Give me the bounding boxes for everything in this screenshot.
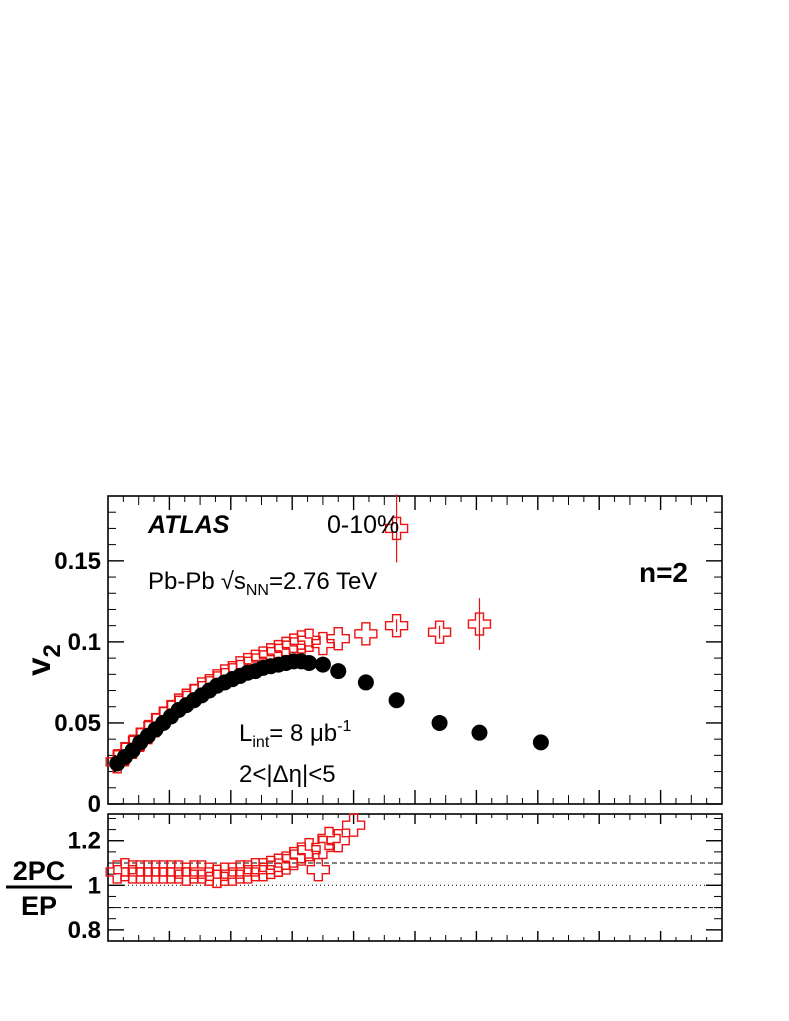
ratio-point bbox=[341, 813, 366, 837]
ratio-point bbox=[297, 837, 321, 862]
ratio-point bbox=[136, 860, 160, 884]
data-point-2pc bbox=[326, 626, 350, 651]
atlas-label: ATLAS bbox=[147, 511, 230, 539]
luminosity-label: Lint= 8 μb-1 bbox=[239, 718, 351, 751]
ratio-point bbox=[212, 862, 237, 886]
s-letter: s bbox=[234, 568, 246, 595]
data-point-ep bbox=[532, 734, 549, 751]
ratio-point bbox=[235, 860, 260, 884]
ratio-point bbox=[166, 860, 191, 884]
data-point-ep bbox=[388, 692, 405, 709]
top-axis-ticks: 0 0.05 0.1 0.15 bbox=[54, 495, 722, 818]
data-point-2pc bbox=[384, 516, 409, 541]
top-plot-frame bbox=[107, 495, 723, 805]
ratio-point bbox=[289, 842, 314, 866]
data-point-ep bbox=[314, 656, 331, 673]
ratio-point bbox=[282, 846, 306, 871]
ratio-point bbox=[174, 862, 198, 886]
system-prefix: Pb-Pb bbox=[148, 568, 215, 595]
ratio-point bbox=[228, 860, 252, 884]
data-point-2pc bbox=[384, 613, 409, 638]
ratio-point bbox=[113, 858, 137, 882]
data-point-2pc bbox=[354, 622, 378, 646]
data-point-2pc bbox=[467, 612, 492, 636]
lumi-value: = 8 μb bbox=[269, 720, 337, 747]
y-tick-label: 0.1 bbox=[68, 629, 101, 656]
data-point-ep bbox=[330, 663, 347, 680]
energy-suffix: =2.76 TeV bbox=[269, 568, 377, 595]
reference-lines bbox=[108, 862, 722, 909]
ratio-point bbox=[306, 858, 330, 882]
ratio-point bbox=[105, 860, 129, 884]
y-tick-label: 0 bbox=[88, 791, 101, 818]
ratio-point bbox=[120, 860, 145, 884]
sqrt-symbol: √ bbox=[221, 568, 235, 595]
data-point-2pc bbox=[289, 630, 314, 654]
lumi-exp: -1 bbox=[337, 718, 351, 735]
ratio-denominator-label: EP bbox=[21, 891, 57, 921]
centrality-label: 0-10% bbox=[327, 511, 399, 539]
y-tick-label: 1.2 bbox=[68, 828, 101, 855]
lumi-sub: int bbox=[252, 734, 269, 751]
bottom-data-series bbox=[105, 813, 366, 889]
top-data-series bbox=[105, 494, 549, 774]
ratio-point bbox=[143, 860, 168, 884]
bottom-axis-ticks: 0.8 1 1.2 bbox=[68, 814, 722, 944]
ratio-point bbox=[197, 862, 222, 886]
y-tick-label: 0.05 bbox=[54, 710, 101, 737]
data-point-ep bbox=[357, 674, 374, 691]
data-point-ep bbox=[471, 724, 488, 741]
ratio-point bbox=[159, 860, 183, 884]
svg-text:v2: v2 bbox=[20, 644, 66, 676]
ratio-point bbox=[243, 858, 268, 882]
ratio-point bbox=[151, 860, 175, 884]
y-tick-label: 1 bbox=[88, 872, 101, 899]
ratio-point bbox=[311, 835, 335, 860]
harmonic-label: n=2 bbox=[639, 557, 688, 588]
ratio-point bbox=[274, 851, 298, 875]
top-y-axis-label: v2 bbox=[20, 644, 66, 676]
lumi-L: L bbox=[239, 720, 252, 747]
s-subscript: NN bbox=[246, 582, 269, 599]
ratio-numerator-label: 2PC bbox=[13, 856, 66, 886]
y-tick-label: 0.8 bbox=[68, 917, 101, 944]
ratio-point bbox=[220, 862, 245, 886]
ylabel-sub: 2 bbox=[39, 644, 66, 657]
system-energy-label: Pb-Pb √sNN=2.76 TeV bbox=[148, 568, 377, 599]
ratio-point bbox=[326, 829, 350, 853]
eta-range-label: 2<|Δη|<5 bbox=[239, 761, 336, 788]
data-point-2pc bbox=[427, 620, 452, 644]
ylabel-main: v bbox=[20, 657, 57, 676]
ratio-point bbox=[128, 860, 152, 884]
ratio-point bbox=[182, 860, 206, 884]
y-tick-label: 0.15 bbox=[54, 548, 101, 575]
data-point-ep bbox=[301, 654, 318, 671]
data-point-2pc bbox=[297, 628, 321, 652]
ratio-point bbox=[317, 826, 341, 851]
data-point-ep bbox=[431, 714, 448, 731]
